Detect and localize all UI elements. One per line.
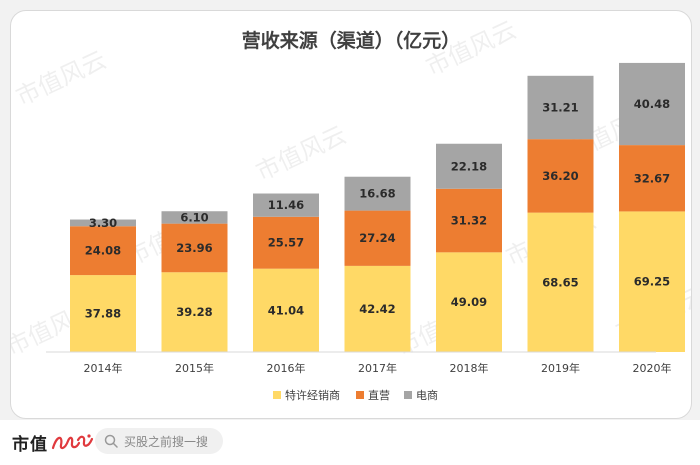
- bar-segment: [436, 252, 502, 352]
- data-label: 37.88: [85, 307, 121, 321]
- brand-name: 市值: [12, 434, 48, 455]
- data-label: 25.57: [268, 236, 304, 250]
- data-label: 31.21: [542, 100, 578, 114]
- legend-label: 直营: [368, 388, 390, 402]
- bar-segment: [70, 226, 136, 276]
- data-label: 49.09: [451, 295, 487, 309]
- bar-segment: [344, 176, 411, 211]
- bar-segment: [344, 210, 411, 266]
- bar-segment: [253, 193, 319, 217]
- category-label: 2019年: [541, 361, 580, 375]
- brand-script-logo: [51, 434, 94, 450]
- bar-segment: [344, 265, 411, 352]
- bar-segment: [161, 272, 228, 352]
- bar-segment: [527, 212, 594, 352]
- search-icon: [104, 434, 118, 448]
- category-label: 2014年: [84, 361, 123, 375]
- search-input[interactable]: 买股之前搜一搜: [95, 428, 223, 454]
- data-label: 69.25: [634, 275, 670, 289]
- data-label: 24.08: [85, 244, 121, 258]
- stacked-bar-chart: 市值风云市值风云市值风云市值风云市值风云市值风云市值风云市值风云市值风云 营收来…: [11, 15, 691, 402]
- bar-segment: [161, 223, 228, 273]
- bar-segment: [436, 143, 502, 189]
- data-label: 68.65: [542, 275, 578, 289]
- bar-segment: [253, 216, 319, 269]
- data-label: 40.48: [634, 97, 670, 111]
- data-label: 36.20: [542, 169, 578, 183]
- bar-segment: [161, 211, 228, 224]
- data-label: 32.67: [634, 171, 670, 185]
- bar-segment: [70, 219, 136, 227]
- legend-swatch: [356, 391, 364, 399]
- data-label: 27.24: [359, 231, 395, 245]
- data-label: 42.42: [359, 302, 395, 316]
- brand-logo[interactable]: 市值: [12, 431, 95, 455]
- bar-segment: [527, 139, 594, 213]
- chart-card: 市值风云市值风云市值风云市值风云市值风云市值风云市值风云市值风云市值风云 营收来…: [10, 10, 692, 419]
- bar-segment: [70, 275, 136, 352]
- data-label: 11.46: [268, 198, 304, 212]
- bar-segment: [619, 62, 685, 146]
- bar-segment: [619, 211, 685, 352]
- data-label: 39.28: [176, 305, 212, 319]
- bar-segment: [436, 188, 502, 253]
- legend: 特许经销商 直营 电商: [273, 388, 438, 402]
- legend-swatch: [404, 391, 412, 399]
- bar-segment: [619, 145, 685, 212]
- watermark-text: 市值风云: [252, 120, 351, 186]
- chart-title: 营收来源（渠道）（亿元）: [242, 29, 461, 52]
- legend-swatch: [273, 391, 281, 399]
- bar-segment: [527, 75, 594, 140]
- legend-label: 电商: [416, 388, 438, 402]
- category-label: 2015年: [175, 361, 214, 375]
- category-label: 2017年: [358, 361, 397, 375]
- data-label: 22.18: [451, 159, 487, 173]
- category-label: 2020年: [633, 361, 672, 375]
- data-label: 23.96: [176, 241, 212, 255]
- legend-label: 特许经销商: [285, 388, 340, 402]
- bar-segment: [253, 268, 319, 352]
- data-label: 31.32: [451, 214, 487, 228]
- category-label: 2016年: [267, 361, 306, 375]
- watermark-text: 市值风云: [12, 45, 111, 111]
- bars-layer: 37.88 24.08 3.30 39.28 23.96 6.10 41.04 25.57 11…: [70, 62, 685, 352]
- data-label: 3.30: [89, 216, 117, 230]
- category-labels: 2014年 2015年 2016年 2017年 2018年 2019年 2020年: [84, 361, 672, 375]
- data-label: 16.68: [359, 187, 395, 201]
- data-label: 41.04: [268, 303, 304, 317]
- data-label: 6.10: [180, 210, 208, 224]
- footer-bar: 市值 买股之前搜一搜: [0, 420, 700, 465]
- category-label: 2018年: [450, 361, 489, 375]
- search-placeholder: 买股之前搜一搜: [124, 434, 209, 449]
